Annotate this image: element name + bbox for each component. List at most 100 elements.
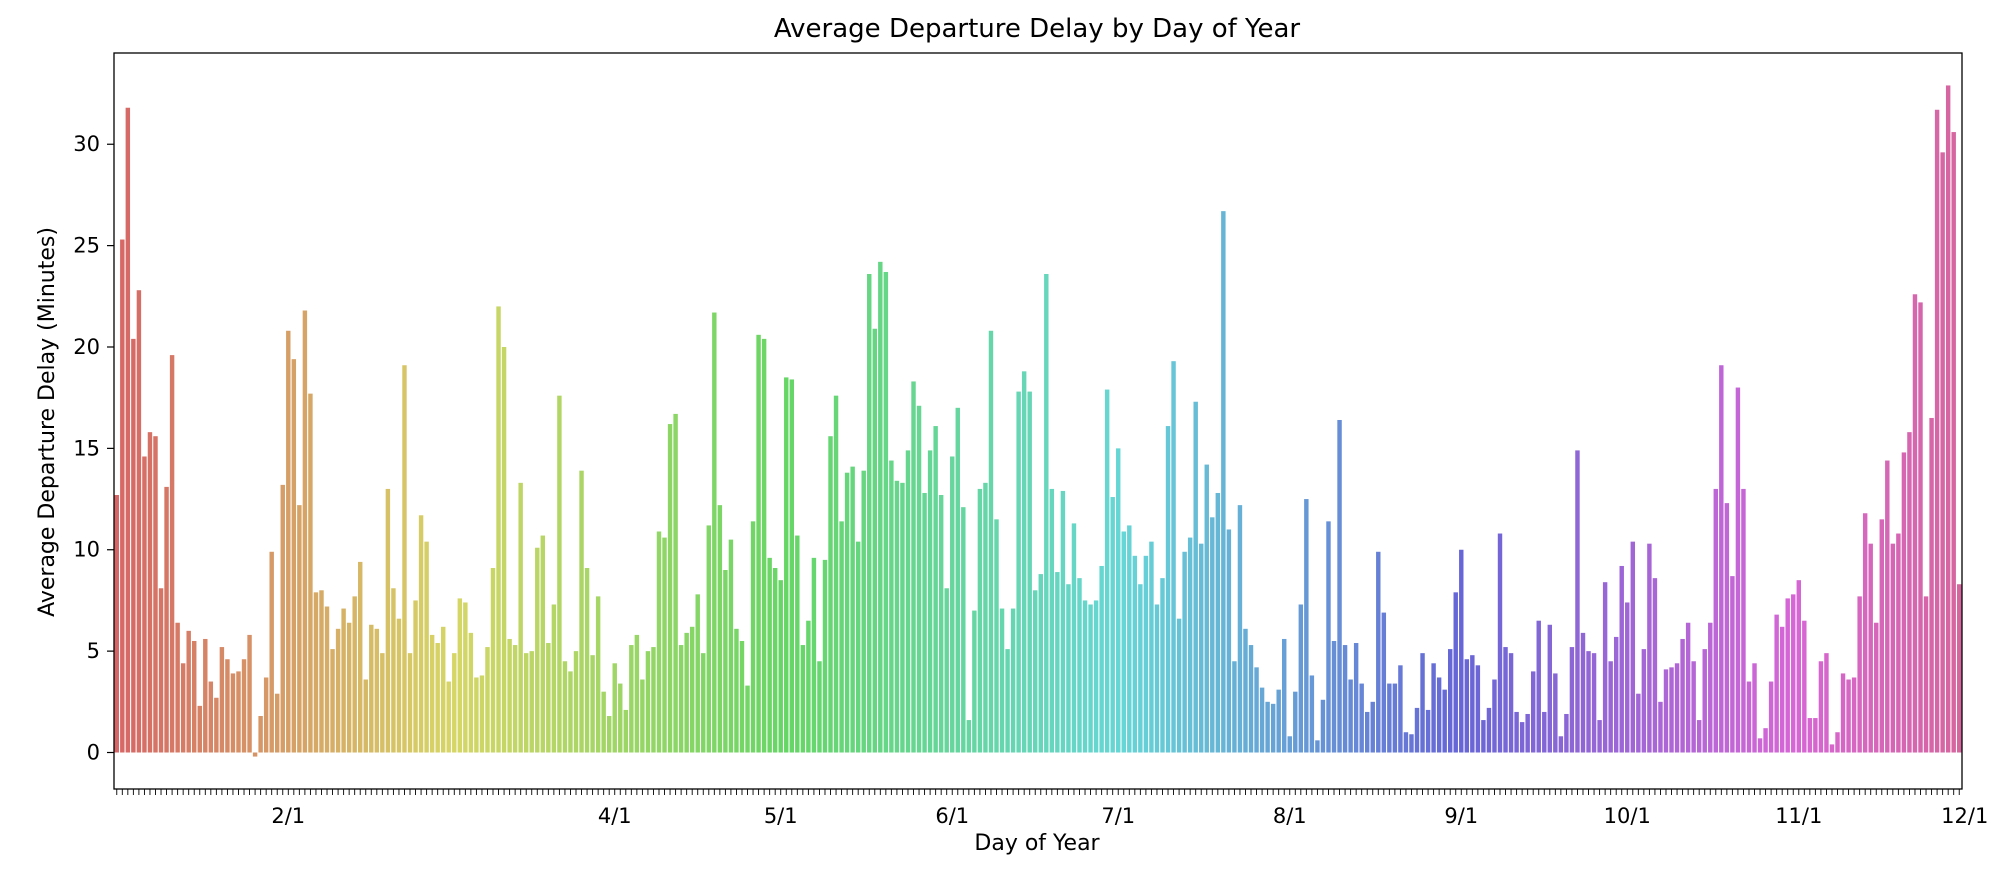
bar: [584, 568, 590, 753]
bar: [391, 588, 396, 753]
bar: [1204, 464, 1209, 753]
bar: [501, 346, 507, 753]
bar: [817, 661, 822, 753]
bar: [1934, 109, 1940, 753]
bar: [1348, 679, 1353, 753]
bar: [208, 681, 214, 753]
bar: [203, 638, 208, 753]
bar: [407, 653, 413, 753]
bar: [275, 693, 280, 753]
bar: [1530, 671, 1536, 753]
bar: [1016, 391, 1021, 753]
bar: [1597, 720, 1602, 753]
bar: [1802, 620, 1807, 753]
y-axis: 0 5 10 15 20 25 30: [73, 132, 114, 765]
bar: [1414, 707, 1420, 753]
bar: [1558, 736, 1564, 753]
bar: [861, 470, 866, 753]
bar: [374, 628, 380, 753]
bar: [1641, 649, 1647, 753]
bar: [485, 647, 490, 753]
bar: [1398, 665, 1403, 753]
bar: [1951, 132, 1956, 753]
bar: [894, 480, 900, 753]
bar: [546, 643, 551, 753]
bar: [667, 424, 673, 753]
bar: [225, 659, 230, 753]
bar: [623, 709, 629, 753]
bar: [1874, 622, 1879, 753]
bar: [358, 561, 363, 753]
bar: [811, 557, 817, 753]
bar: [1342, 645, 1348, 753]
bar: [1270, 703, 1276, 753]
bar: [269, 551, 274, 753]
bar: [1569, 647, 1575, 753]
bar: [1431, 663, 1436, 753]
bar: [734, 628, 739, 753]
bar: [573, 651, 579, 753]
bar: [1885, 460, 1890, 753]
bar: [457, 598, 463, 753]
bar: [662, 537, 667, 753]
bar: [1187, 537, 1193, 753]
bar: [507, 638, 512, 753]
bar: [634, 634, 640, 753]
bar: [1282, 638, 1287, 753]
bar: [1730, 576, 1735, 753]
plot-frame: [113, 52, 1963, 790]
bar: [1547, 624, 1553, 753]
bar: [795, 535, 800, 753]
bar: [590, 655, 595, 753]
bar: [236, 671, 241, 753]
bar: [1768, 681, 1774, 753]
bar: [1519, 722, 1525, 753]
bar: [1077, 578, 1082, 753]
bar: [1082, 600, 1088, 753]
bar: [927, 450, 933, 753]
bar: [867, 274, 872, 753]
bar: [1376, 551, 1381, 753]
bar: [855, 541, 861, 753]
bar: [601, 691, 606, 753]
bar: [252, 752, 258, 757]
x-tick-label: 4/1: [598, 804, 632, 828]
bar: [1685, 622, 1691, 753]
bar: [1353, 643, 1359, 753]
bar: [463, 602, 468, 753]
bar: [878, 261, 883, 753]
bar: [1309, 675, 1315, 753]
bar: [822, 559, 828, 753]
bar: [1055, 572, 1060, 753]
bar: [1459, 549, 1464, 753]
bar: [169, 355, 175, 753]
bar: [446, 681, 451, 753]
bar: [999, 608, 1005, 753]
bar: [219, 647, 225, 753]
bar: [883, 271, 889, 753]
bar: [1038, 574, 1043, 753]
bar: [1110, 497, 1115, 753]
bar: [523, 653, 529, 753]
bar: [1160, 578, 1165, 753]
bar: [540, 535, 546, 753]
bar: [1564, 713, 1569, 753]
bar: [1010, 608, 1016, 753]
bar: [496, 306, 501, 753]
bar: [900, 482, 905, 753]
bar: [468, 632, 474, 753]
bar: [850, 466, 855, 753]
bar: [1276, 689, 1281, 753]
bar: [933, 426, 938, 753]
bar: [180, 663, 186, 753]
bar: [1514, 711, 1519, 753]
bar: [1696, 720, 1702, 753]
x-tick-label: 2/1: [271, 804, 305, 828]
bar: [418, 515, 424, 753]
bar: [689, 626, 695, 753]
bar: [1033, 590, 1038, 753]
bar: [1060, 490, 1066, 753]
bar: [806, 620, 811, 753]
bar: [1370, 701, 1375, 753]
bar: [280, 484, 285, 753]
